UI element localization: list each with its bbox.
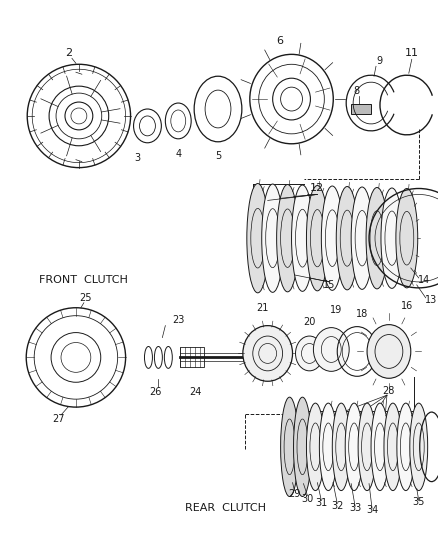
Ellipse shape — [344, 403, 362, 490]
Text: 25: 25 — [79, 293, 92, 303]
Ellipse shape — [242, 326, 292, 381]
Ellipse shape — [365, 188, 387, 289]
Text: 20: 20 — [303, 317, 315, 327]
Ellipse shape — [318, 403, 336, 490]
Bar — [350, 104, 370, 114]
Text: 34: 34 — [365, 505, 377, 515]
Text: 23: 23 — [172, 314, 184, 325]
Text: 11: 11 — [404, 49, 418, 58]
Text: 24: 24 — [188, 387, 201, 397]
Text: 28: 28 — [382, 386, 394, 396]
Text: 14: 14 — [417, 275, 429, 285]
Text: 19: 19 — [329, 305, 342, 314]
Ellipse shape — [383, 403, 401, 490]
Text: 27: 27 — [52, 414, 64, 424]
Ellipse shape — [366, 325, 410, 378]
Ellipse shape — [380, 188, 402, 288]
Text: 8: 8 — [352, 86, 358, 96]
Text: 33: 33 — [348, 504, 360, 513]
Text: FRONT  CLUTCH: FRONT CLUTCH — [39, 275, 128, 285]
Ellipse shape — [336, 187, 357, 290]
Ellipse shape — [370, 403, 388, 490]
Text: 32: 32 — [330, 502, 343, 512]
Text: 13: 13 — [424, 295, 436, 305]
Text: 4: 4 — [175, 149, 181, 159]
Text: 29: 29 — [288, 489, 300, 498]
Ellipse shape — [409, 403, 427, 490]
Ellipse shape — [306, 403, 324, 490]
Ellipse shape — [313, 328, 348, 372]
Ellipse shape — [280, 397, 298, 497]
Ellipse shape — [395, 189, 417, 288]
Text: 5: 5 — [214, 151, 221, 161]
Text: 21: 21 — [256, 303, 268, 313]
Text: 30: 30 — [300, 494, 313, 504]
Bar — [180, 348, 204, 367]
Text: REAR  CLUTCH: REAR CLUTCH — [185, 504, 265, 513]
Text: 15: 15 — [322, 280, 335, 290]
Text: 3: 3 — [134, 152, 140, 163]
Text: 16: 16 — [400, 301, 412, 311]
Ellipse shape — [357, 403, 375, 490]
Text: 31: 31 — [314, 498, 327, 508]
Text: 6: 6 — [276, 36, 283, 46]
Ellipse shape — [396, 403, 414, 490]
Ellipse shape — [295, 336, 323, 371]
Text: 9: 9 — [375, 56, 381, 66]
Ellipse shape — [293, 397, 311, 497]
Text: 2: 2 — [65, 49, 72, 58]
Ellipse shape — [261, 184, 283, 292]
Text: 18: 18 — [355, 309, 367, 319]
Text: 35: 35 — [412, 497, 424, 507]
Ellipse shape — [321, 186, 343, 290]
Ellipse shape — [246, 183, 268, 293]
Ellipse shape — [291, 185, 313, 292]
Text: 26: 26 — [149, 387, 161, 397]
Ellipse shape — [332, 403, 350, 490]
Ellipse shape — [350, 187, 372, 289]
Ellipse shape — [306, 185, 328, 291]
Text: 12: 12 — [310, 183, 324, 193]
Ellipse shape — [276, 184, 298, 292]
